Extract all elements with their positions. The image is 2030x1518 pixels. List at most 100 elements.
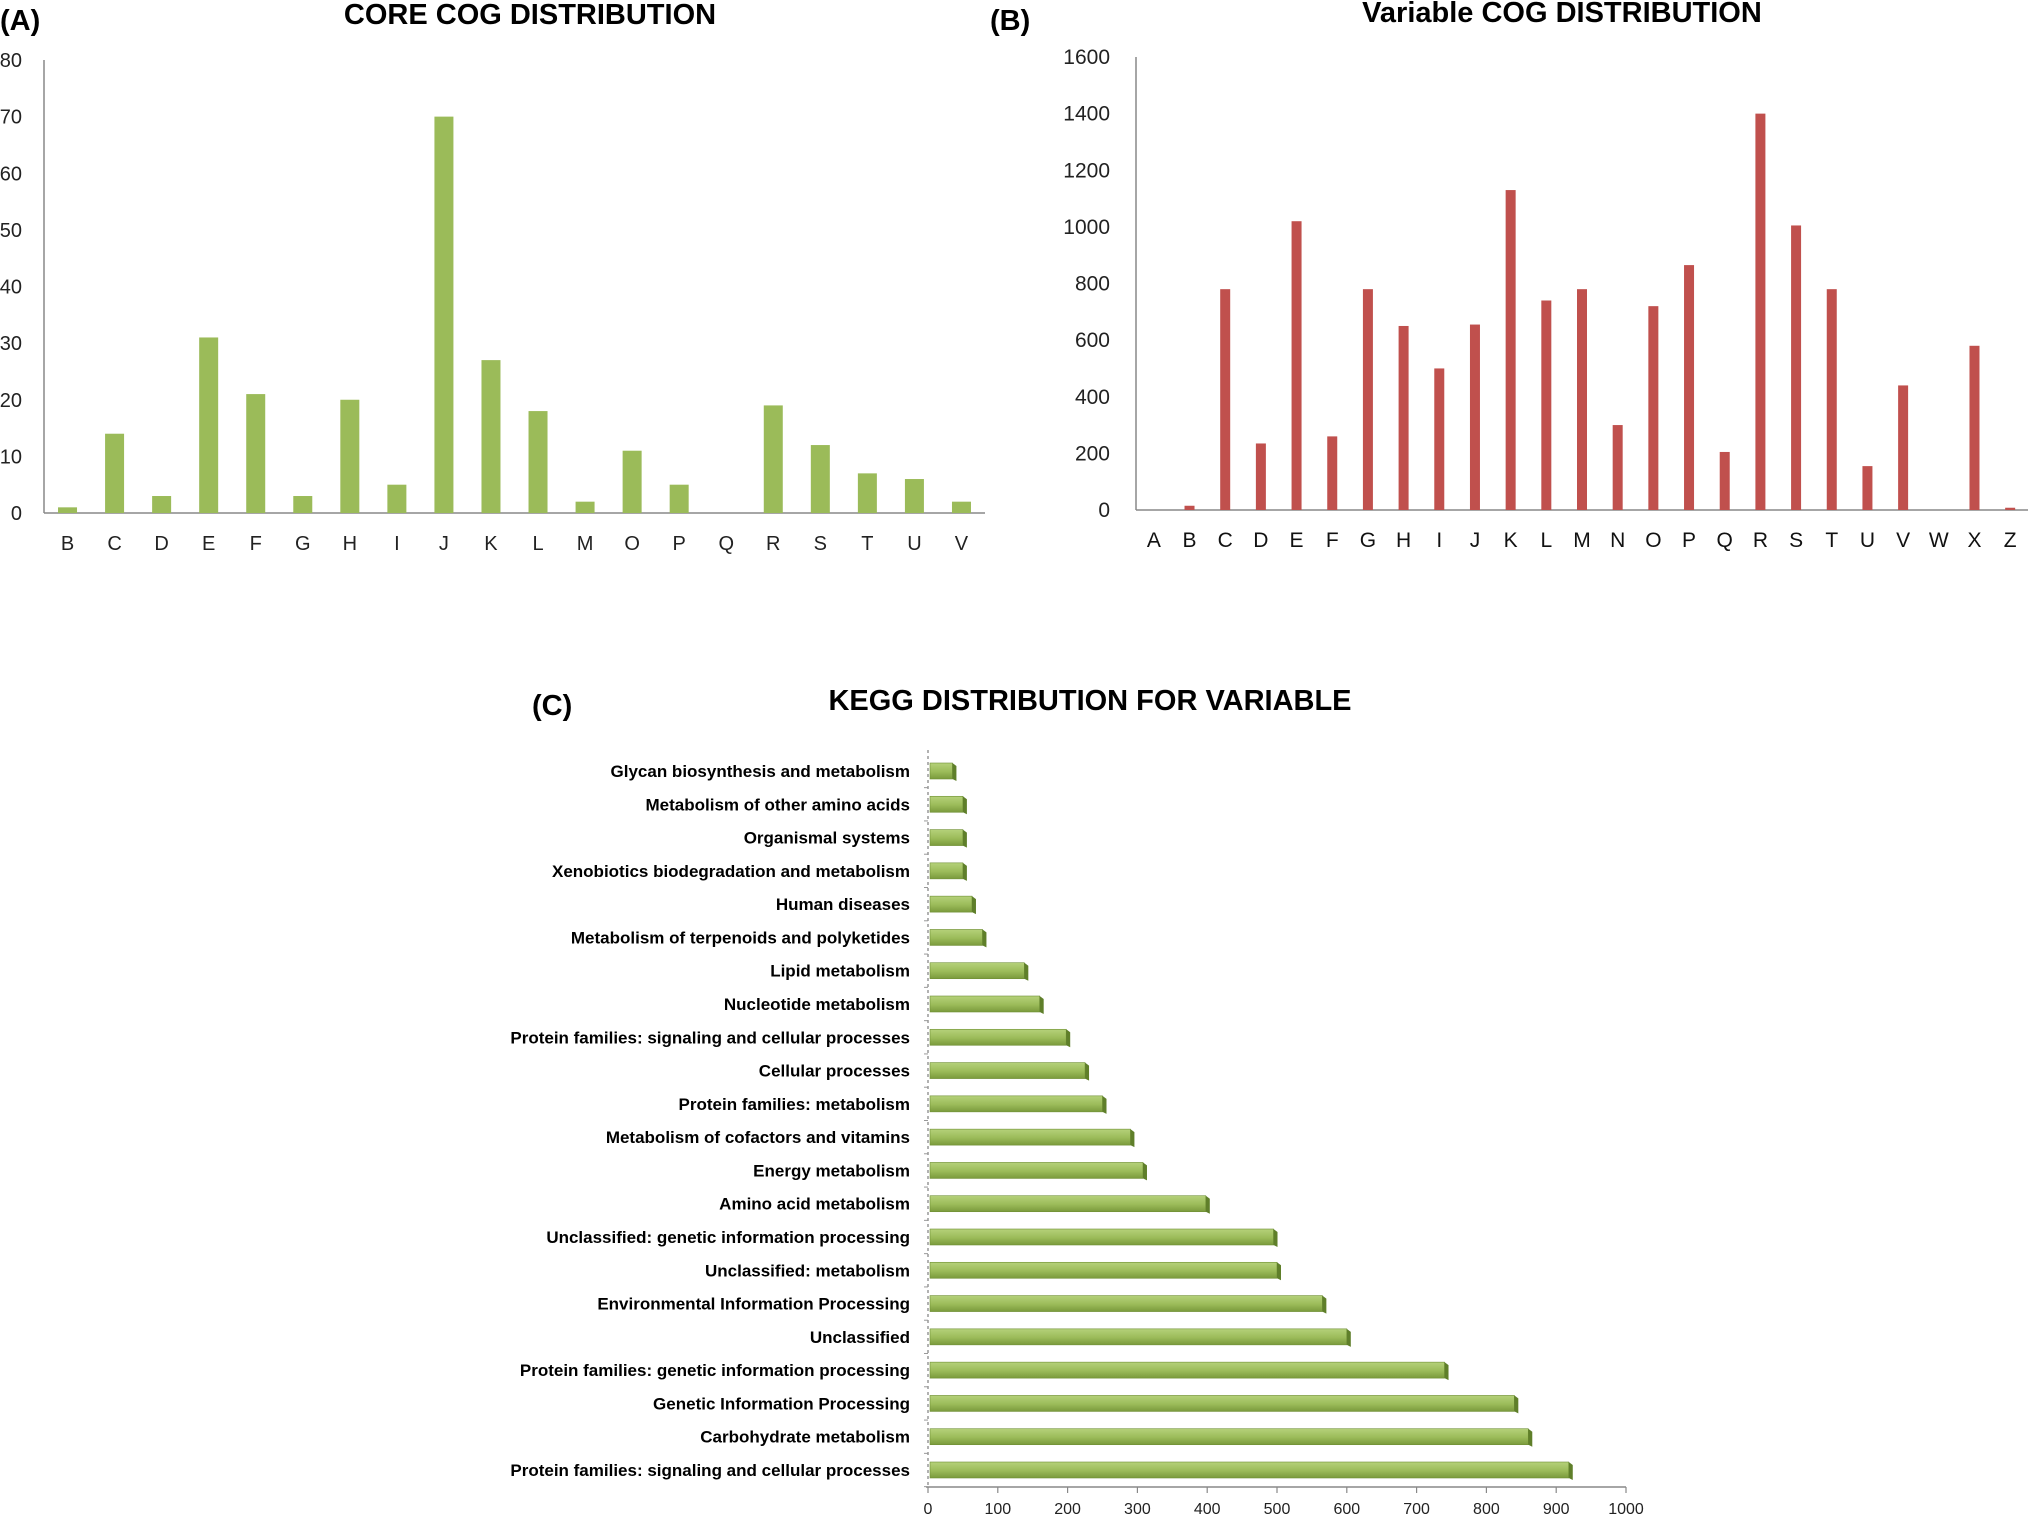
variable-cog-xtick: M: [1573, 529, 1591, 552]
core-cog-bar-L: [528, 411, 548, 513]
core-cog-xtick: L: [532, 533, 543, 555]
kegg-bar: [929, 929, 983, 946]
kegg-category-label: Protein families: signaling and cellular…: [510, 1461, 910, 1480]
variable-cog-xtick: T: [1825, 529, 1838, 552]
variable-cog-xtick: D: [1253, 529, 1268, 552]
core-cog-bar-P: [669, 484, 689, 513]
variable-cog-xtick: H: [1396, 529, 1411, 552]
kegg-variable-chart: (C) KEGG DISTRIBUTION FOR VARIABLE Glyca…: [510, 685, 1644, 1518]
core-cog-ytick: 40: [0, 277, 22, 299]
kegg-bar-end: [1142, 1162, 1147, 1181]
kegg-category-label: Metabolism of terpenoids and polyketides: [571, 928, 910, 947]
core-cog-xtick: G: [295, 533, 311, 555]
core-cog-xtick: K: [484, 533, 498, 555]
core-cog-bar-F: [246, 394, 266, 513]
core-cog-xtick: F: [250, 533, 262, 555]
variable-cog-ytick: 800: [1075, 273, 1110, 296]
variable-cog-bar-Q: [1719, 451, 1730, 510]
core-cog-xtick: R: [766, 533, 780, 555]
core-cog-bar-S: [810, 445, 830, 513]
variable-cog-xtick: E: [1290, 529, 1304, 552]
core-cog-bar-H: [340, 399, 360, 513]
variable-cog-chart: (B) Variable COG DISTRIBUTION 0 200 400 600…: [990, 0, 2028, 552]
panel-label-a: (A): [0, 5, 40, 37]
core-cog-bar-I: [387, 484, 407, 513]
panel-label-c: (C): [532, 690, 572, 722]
kegg-category-label: Unclassified: [810, 1328, 910, 1347]
variable-cog-bar-L: [1541, 300, 1552, 510]
core-cog-xtick: S: [814, 533, 827, 555]
core-cog-xtick: Q: [718, 533, 734, 555]
kegg-title: KEGG DISTRIBUTION FOR VARIABLE: [828, 685, 1351, 717]
core-cog-bar-T: [857, 473, 877, 513]
variable-cog-xtick: Q: [1717, 529, 1733, 552]
variable-cog-xtick: G: [1360, 529, 1376, 552]
core-cog-bar-V: [951, 501, 971, 513]
core-cog-bar-B: [58, 507, 78, 513]
core-cog-xtick: C: [107, 533, 121, 555]
kegg-xtick: 200: [1054, 1501, 1081, 1518]
kegg-category-label: Amino acid metabolism: [719, 1195, 910, 1214]
kegg-bar-end: [1444, 1362, 1449, 1381]
variable-cog-xtick: N: [1610, 529, 1625, 552]
variable-cog-xtick: U: [1860, 529, 1875, 552]
kegg-bar: [929, 862, 964, 880]
core-cog-ytick: 20: [0, 390, 22, 412]
kegg-bar: [929, 829, 964, 846]
variable-cog-xtick: I: [1436, 529, 1442, 552]
variable-cog-bar-R: [1755, 113, 1766, 510]
kegg-bar-end: [1568, 1462, 1573, 1480]
variable-cog-bar-S: [1791, 225, 1802, 510]
kegg-bar-end: [1039, 996, 1044, 1014]
variable-cog-ytick: 400: [1075, 386, 1110, 409]
core-cog-bar-G: [293, 496, 313, 513]
core-cog-bar-M: [575, 501, 595, 513]
kegg-category-label: Unclassified: genetic information proces…: [546, 1228, 910, 1247]
variable-cog-bar-Z: [2005, 507, 2016, 510]
kegg-bar: [929, 1395, 1515, 1412]
variable-cog-bar-K: [1505, 190, 1516, 510]
core-cog-bar-J: [434, 116, 454, 513]
variable-cog-xtick: V: [1896, 529, 1910, 552]
variable-cog-bar-D: [1255, 443, 1266, 510]
kegg-bar: [929, 1428, 1529, 1446]
core-cog-ytick: 30: [0, 333, 22, 355]
kegg-bar-end: [1102, 1095, 1107, 1114]
kegg-xtick: 700: [1403, 1501, 1430, 1518]
kegg-bar-end: [1024, 962, 1029, 981]
variable-cog-bar-T: [1826, 289, 1837, 510]
variable-cog-ytick: 1000: [1063, 216, 1110, 239]
variable-cog-bar-V: [1898, 385, 1909, 510]
kegg-bar-end: [1277, 1262, 1281, 1281]
kegg-xtick: 600: [1333, 1501, 1360, 1518]
kegg-category-label: Energy metabolism: [753, 1161, 910, 1180]
kegg-category-label: Protein families: metabolism: [679, 1095, 910, 1114]
variable-cog-xtick: F: [1326, 529, 1339, 552]
kegg-bar: [929, 1028, 1067, 1046]
core-cog-xtick: I: [394, 533, 400, 555]
core-cog-xtick: H: [343, 533, 357, 555]
variable-cog-bar-N: [1612, 425, 1623, 510]
variable-cog-bar-O: [1648, 306, 1659, 510]
variable-cog-ytick: 200: [1075, 442, 1110, 465]
kegg-bar-end: [1066, 1029, 1071, 1048]
variable-cog-ytick: 600: [1075, 329, 1110, 352]
variable-cog-xtick: P: [1682, 529, 1696, 552]
kegg-xtick: 1000: [1608, 1501, 1644, 1518]
kegg-xtick: 300: [1124, 1501, 1151, 1518]
variable-cog-xtick: C: [1218, 529, 1233, 552]
kegg-bar: [929, 995, 1040, 1013]
kegg-bar: [929, 795, 964, 813]
kegg-bar: [929, 1361, 1445, 1379]
variable-cog-xtick: L: [1540, 529, 1552, 552]
variable-cog-bar-H: [1398, 325, 1409, 510]
core-cog-bar-D: [152, 496, 172, 513]
core-cog-ytick: 10: [0, 446, 22, 468]
kegg-xtick: 900: [1543, 1501, 1570, 1518]
kegg-category-label: Cellular processes: [759, 1062, 910, 1081]
kegg-bar: [929, 1128, 1131, 1146]
variable-cog-bar-E: [1291, 221, 1302, 510]
core-cog-xtick: J: [439, 533, 449, 555]
variable-cog-bar-I: [1434, 368, 1445, 510]
variable-cog-ytick: 1400: [1063, 103, 1110, 126]
